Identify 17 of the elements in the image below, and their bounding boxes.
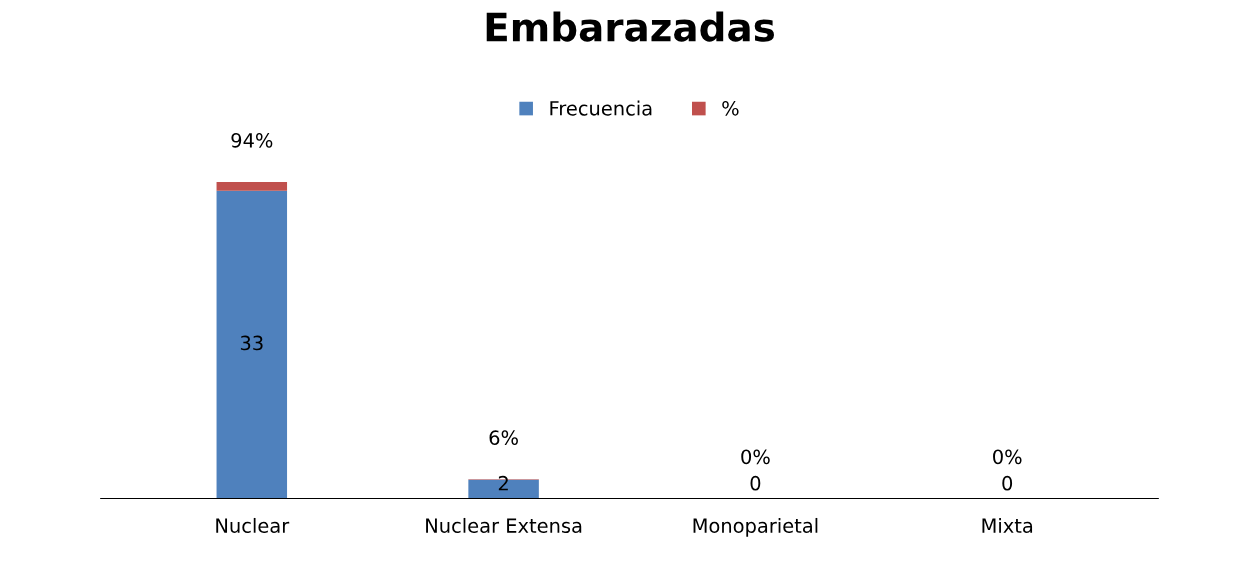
bar [216, 182, 288, 191]
legend-label: Frecuencia [550, 100, 652, 116]
data-label: 2 [498, 475, 508, 491]
bar [216, 190, 288, 499]
chart-title: Embarazadas [486, 11, 774, 42]
legend-label: % [722, 100, 739, 116]
data-label: 94% [231, 132, 273, 148]
data-label: 6% [489, 430, 518, 445]
x-tick-label: Mixta [982, 517, 1033, 534]
data-label: 0 [750, 475, 761, 491]
data-label: 0% [741, 449, 770, 465]
x-tick-label: Nuclear [216, 517, 290, 534]
x-tick-label: Monoparietal [693, 517, 818, 537]
data-label: 0% [993, 449, 1022, 465]
x-tick-label: Nuclear Extensa [426, 517, 582, 534]
data-label: 0 [1002, 475, 1013, 491]
data-label: 33 [240, 335, 263, 351]
